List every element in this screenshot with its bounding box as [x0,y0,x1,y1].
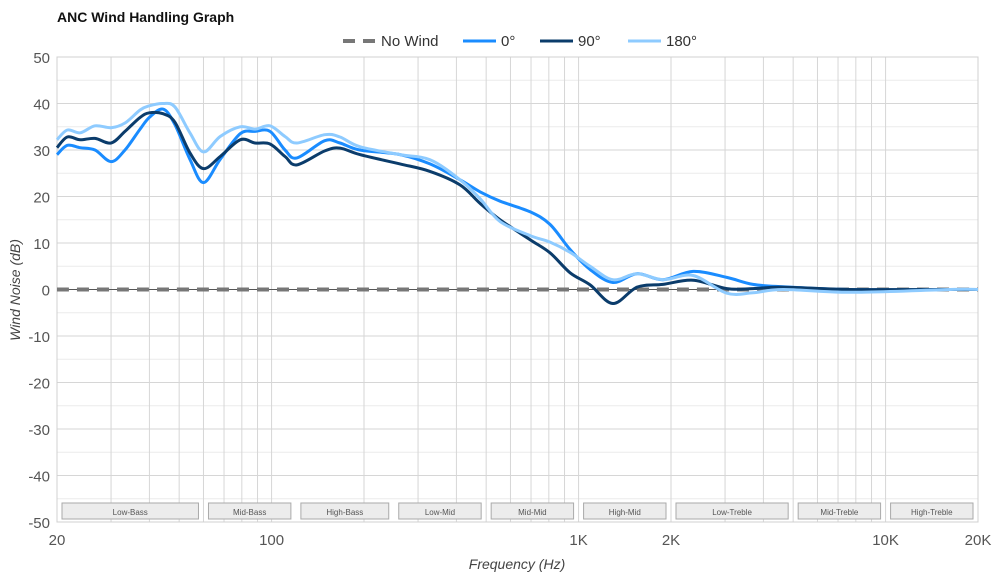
x-tick-label: 1K [569,532,587,549]
band-high-treble: High-Treble [890,502,974,520]
band-low-bass: Low-Bass [61,502,199,520]
legend: No Wind 0° 90° 180° [343,33,697,50]
series-line-180 [55,101,979,297]
series-line-90 [55,110,978,305]
band-label: Low-Treble [712,508,752,517]
chart-title: ANC Wind Handling Graph [57,9,234,25]
x-tick-label: 10K [872,532,899,549]
band-high-bass: High-Bass [300,502,390,520]
band-box [890,502,974,520]
band-box [207,502,292,520]
band-high-mid: High-Mid [583,502,667,520]
legend-item[interactable]: 180° [628,33,697,50]
band-box [675,502,789,520]
x-tick-label: 2K [662,532,680,549]
band-low-treble: Low-Treble [675,502,789,520]
y-tick-label: 0 [42,283,50,300]
series-line-0 [55,107,978,292]
y-tick-label: -30 [28,422,50,439]
legend-label: No Wind [381,33,439,50]
y-tick-label: -40 [28,469,50,486]
legend-item[interactable]: No Wind [343,33,439,50]
band-label: Low-Bass [113,508,148,517]
y-tick-label: 50 [33,50,50,67]
band-box [583,502,667,520]
y-tick-label: 30 [33,143,50,160]
band-mid-bass: Mid-Bass [207,502,292,520]
band-label: Low-Mid [425,508,455,517]
band-low-mid: Low-Mid [398,502,482,520]
band-label: Mid-Treble [820,508,858,517]
x-tick-label: 100 [259,532,284,549]
legend-item[interactable]: 90° [540,33,601,50]
y-tick-label: -20 [28,376,50,393]
legend-label: 90° [578,33,601,50]
legend-label: 180° [666,33,697,50]
band-label: High-Bass [326,508,363,517]
band-box [398,502,482,520]
y-tick-label: -50 [28,515,50,532]
series-lines [55,101,979,305]
band-box [490,502,575,520]
y-tick-label: 20 [33,190,50,207]
y-axis-title: Wind Noise (dB) [7,239,23,341]
legend-item[interactable]: 0° [463,33,515,50]
band-mid-treble: Mid-Treble [797,502,882,520]
band-label: Mid-Bass [233,508,266,517]
band-label: High-Treble [911,508,953,517]
band-label: High-Mid [609,508,641,517]
frequency-bands: Low-Bass Mid-Bass High-Bass Low-Mid Mid-Mid H… [61,502,974,520]
band-box [61,502,199,520]
x-tick-label: 20K [965,532,992,549]
x-tick-label: 20 [49,532,66,549]
y-tick-label: 10 [33,236,50,253]
band-box [797,502,882,520]
band-box [300,502,390,520]
band-label: Mid-Mid [518,508,546,517]
band-mid-mid: Mid-Mid [490,502,575,520]
legend-label: 0° [501,33,515,50]
grid [56,56,979,523]
y-tick-label: 40 [33,97,50,114]
x-axis-title: Frequency (Hz) [469,556,565,572]
y-tick-label: -10 [28,329,50,346]
